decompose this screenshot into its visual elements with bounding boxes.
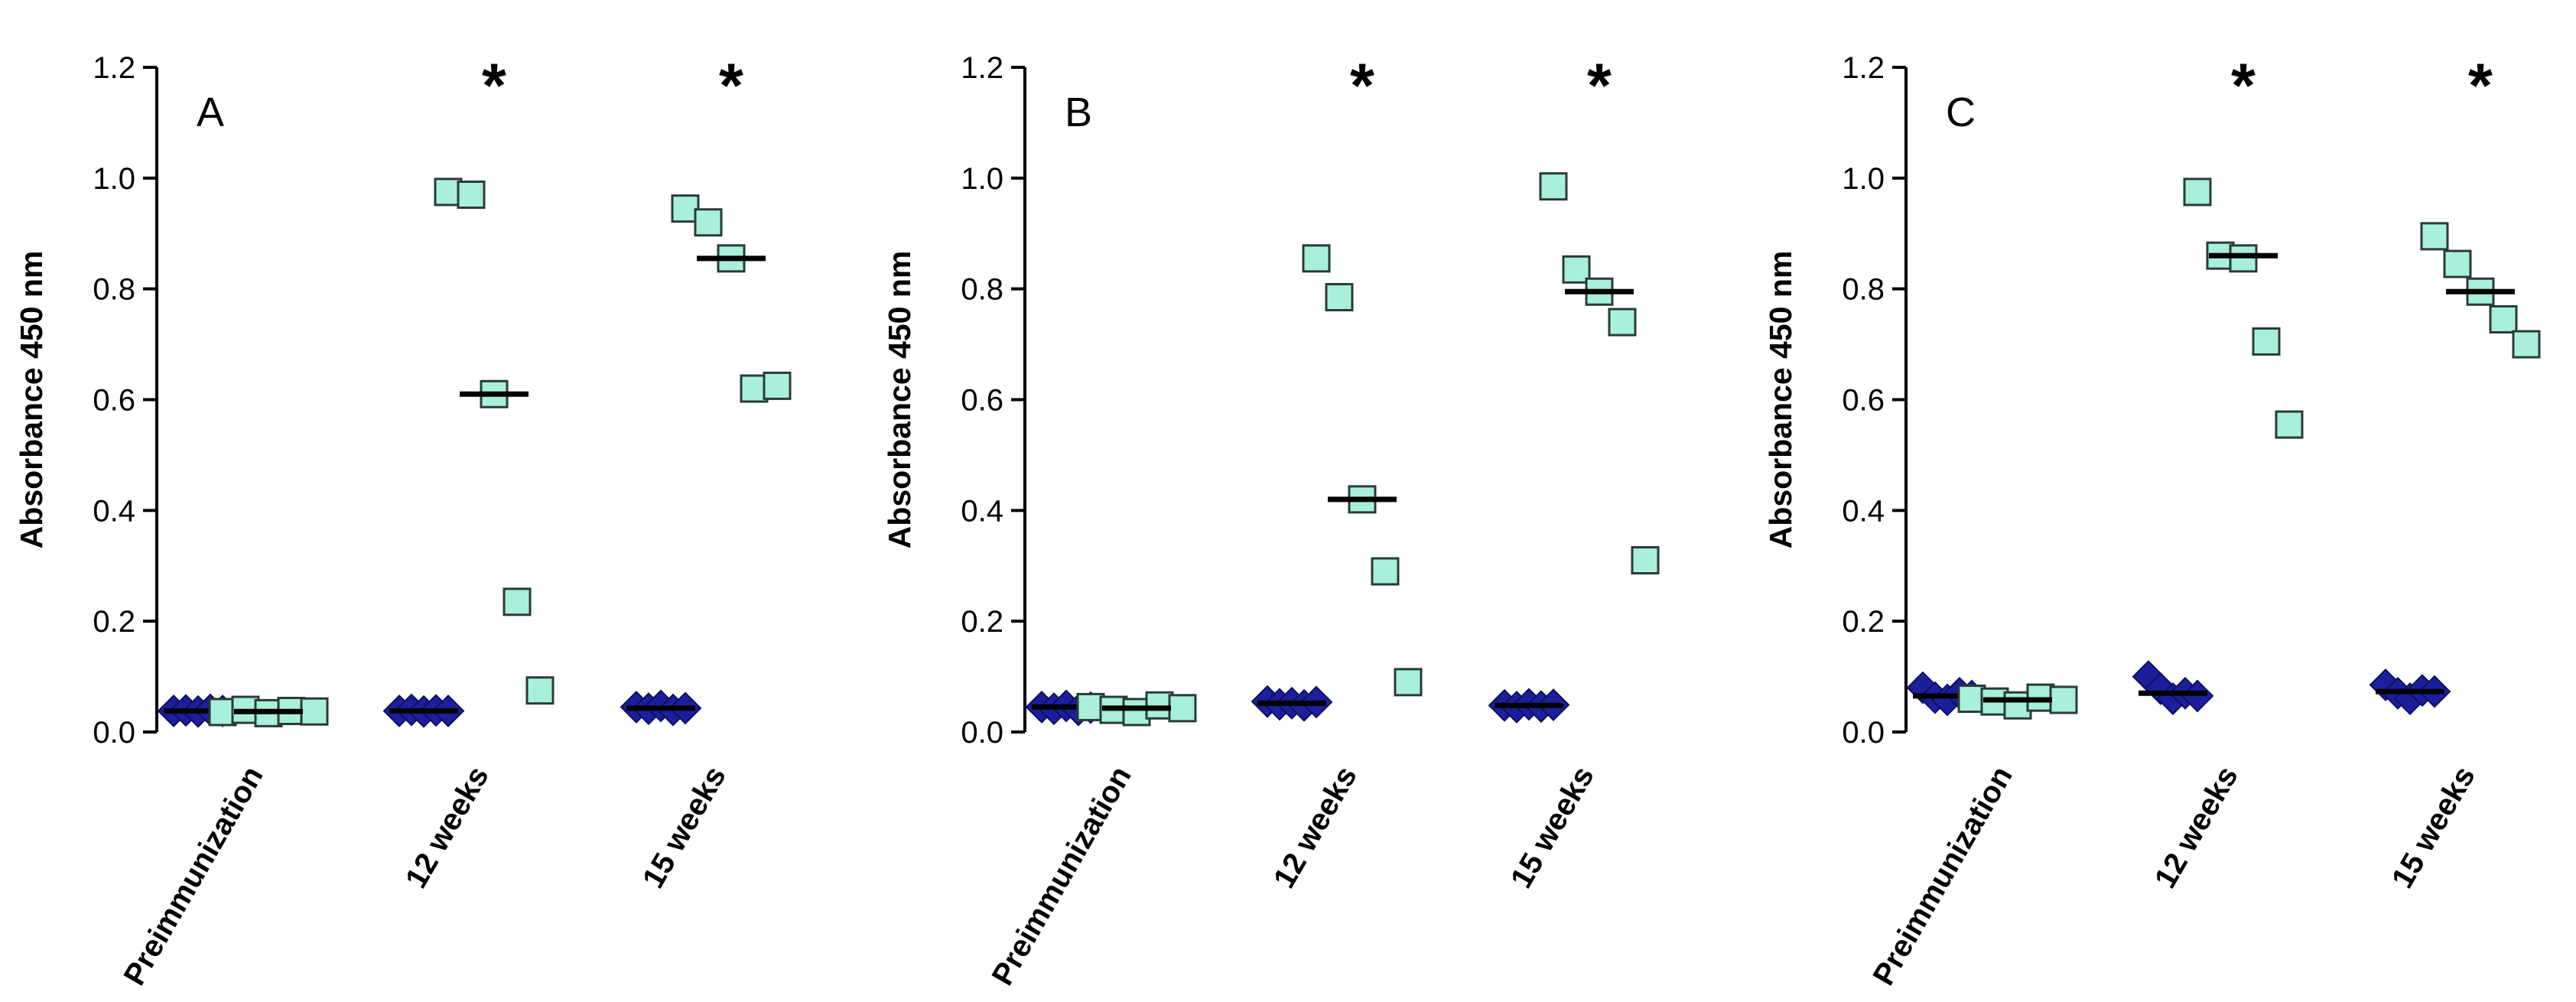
data-point-square xyxy=(1122,698,1151,727)
data-point-square xyxy=(434,177,463,207)
data-point-square xyxy=(671,194,700,223)
data-point-square xyxy=(1145,691,1174,720)
panel-a: 0.0 0.2 0.4 0.6 0.8 1.0 1.2 Absorbance 450 nm A P… xyxy=(14,51,792,991)
category-label: 12 weeks xyxy=(1267,761,1364,894)
data-point-square xyxy=(1302,244,1331,273)
y-tick-label: 0.4 xyxy=(1842,494,1885,528)
significance-star: * xyxy=(1587,51,1612,121)
y-axis-title: Absorbance 450 nm xyxy=(14,251,49,549)
y-tick-label: 0.0 xyxy=(93,716,135,750)
data-point-square xyxy=(1076,692,1105,721)
y-tick-label: 0.4 xyxy=(93,494,135,528)
category-label: 15 weeks xyxy=(1504,761,1601,894)
data-point-square xyxy=(2229,244,2258,273)
category-label: Preimmunization xyxy=(986,761,1138,991)
data-point-square xyxy=(763,371,792,400)
panel-letter: B xyxy=(1065,89,1092,135)
significance-star: * xyxy=(2231,51,2256,121)
y-tick-label: 0.8 xyxy=(1842,273,1885,307)
data-point-square xyxy=(694,208,723,237)
y-tick-label: 0.8 xyxy=(93,273,135,307)
category-label: 12 weeks xyxy=(399,761,496,894)
data-point-square xyxy=(2489,304,2518,333)
y-tick-label: 1.0 xyxy=(93,162,135,196)
data-point-square xyxy=(525,676,555,705)
data-point-square xyxy=(208,698,237,727)
y-axis-title: Absorbance 450 nm xyxy=(1763,251,1798,549)
significance-star: * xyxy=(1350,51,1374,121)
y-tick-label: 0.6 xyxy=(961,384,1003,418)
data-point-square xyxy=(1562,255,1591,284)
data-point-square xyxy=(1394,668,1423,697)
y-tick-label: 1.0 xyxy=(961,162,1003,196)
category-label: Preimmunization xyxy=(118,761,270,991)
series-immunized xyxy=(1076,172,1660,727)
data-point-square xyxy=(1631,546,1660,575)
data-point-square xyxy=(2252,327,2281,356)
data-point-square xyxy=(2275,410,2304,439)
category-label: 15 weeks xyxy=(2386,761,2482,894)
y-tick-label: 1.2 xyxy=(1842,51,1885,85)
series-immunized xyxy=(1957,177,2541,720)
y-tick-label: 1.0 xyxy=(1842,162,1885,196)
data-point-square xyxy=(740,374,769,403)
y-tick-label: 0.8 xyxy=(961,273,1003,307)
panel-c: 0.0 0.2 0.4 0.6 0.8 1.0 1.2 Absorbance 450 nm C P… xyxy=(1763,51,2541,991)
y-axis-title: Absorbance 450 nm xyxy=(882,251,917,549)
category-label: 12 weeks xyxy=(2148,761,2245,894)
y-tick-label: 1.2 xyxy=(961,51,1003,85)
data-point-square xyxy=(2049,685,2078,714)
data-point-square xyxy=(1608,307,1637,337)
data-point-square xyxy=(2183,177,2212,207)
data-point-square xyxy=(2512,330,2541,359)
series-immunized xyxy=(208,177,792,727)
y-tick-label: 1.2 xyxy=(93,51,135,85)
panel-letter: C xyxy=(1946,89,1976,135)
y-tick-label: 0.2 xyxy=(1842,605,1885,639)
category-label: 15 weeks xyxy=(636,761,733,894)
y-tick-label: 0.6 xyxy=(93,384,135,418)
y-tick-label: 0.2 xyxy=(93,605,135,639)
y-tick-label: 0.0 xyxy=(961,716,1003,750)
series-control xyxy=(1025,685,1570,727)
significance-star: * xyxy=(719,51,743,121)
data-point-square xyxy=(1957,685,1986,714)
data-point-square xyxy=(1371,557,1400,586)
y-tick-label: 0.4 xyxy=(961,494,1003,528)
y-tick-label: 0.0 xyxy=(1842,716,1885,750)
significance-star: * xyxy=(2468,51,2493,121)
data-point-square xyxy=(1325,283,1354,312)
data-point-square xyxy=(1168,694,1197,723)
y-tick-label: 0.2 xyxy=(961,605,1003,639)
significance-star: * xyxy=(482,51,506,121)
data-point-square xyxy=(2443,249,2472,278)
data-point-square xyxy=(457,181,486,210)
data-point-square xyxy=(503,587,532,616)
y-tick-label: 0.6 xyxy=(1842,384,1885,418)
data-point-square xyxy=(2420,222,2449,251)
panel-letter: A xyxy=(197,89,224,135)
category-label: Preimmunization xyxy=(1867,761,2019,991)
data-point-square xyxy=(300,697,329,726)
data-point-square xyxy=(1539,172,1568,201)
panel-b: 0.0 0.2 0.4 0.6 0.8 1.0 1.2 Absorbance 450 nm B P… xyxy=(882,51,1660,991)
